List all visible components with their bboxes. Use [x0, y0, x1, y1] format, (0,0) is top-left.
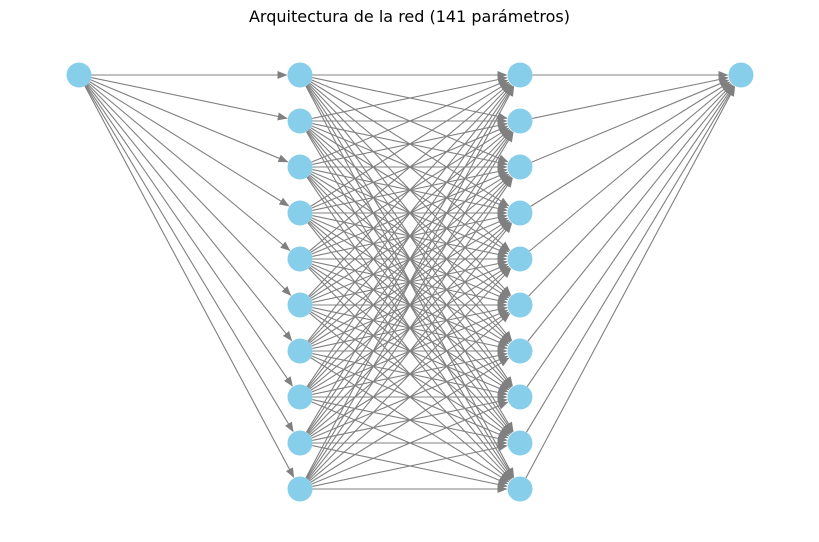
node-layer2-5: [507, 292, 533, 318]
edge-l1-9-to-l2-3: [307, 222, 513, 480]
edge-l2-6-to-l3-0: [527, 84, 734, 342]
node-layer2-9: [507, 476, 533, 502]
edge-l2-7-to-l3-0: [526, 85, 734, 388]
diagram-title: Arquitectura de la red (141 parámetros): [248, 7, 571, 26]
node-layer1-3: [287, 200, 313, 226]
edge-l2-4-to-l3-0: [529, 82, 732, 252]
node-layer2-0: [507, 62, 533, 88]
edge-l1-9-to-l2-5: [309, 313, 511, 482]
node-layer1-1: [287, 108, 313, 134]
node-layer2-2: [507, 154, 533, 180]
node-layer2-3: [507, 200, 533, 226]
edge-l1-8-to-l2-0: [305, 85, 514, 433]
edge-l0-0-to-l1-6: [86, 84, 293, 342]
node-layer1-0: [287, 62, 313, 88]
node-layer2-4: [507, 246, 533, 272]
edge-l1-7-to-l2-0: [306, 85, 513, 387]
node-layer3-0: [728, 62, 754, 88]
edge-l1-5-to-l2-0: [308, 84, 512, 297]
node-layer1-2: [287, 154, 313, 180]
edge-l2-9-to-l3-0: [525, 86, 736, 479]
nodes-group: [66, 62, 754, 502]
edge-l0-0-to-l1-8: [84, 85, 294, 433]
node-layer2-7: [507, 384, 533, 410]
edge-l0-0-to-l1-7: [85, 84, 293, 387]
edge-l1-9-to-l2-4: [308, 268, 512, 481]
edge-l0-0-to-l1-4: [88, 82, 291, 252]
node-layer1-6: [287, 338, 313, 364]
edge-l1-9-to-l2-8: [312, 443, 508, 487]
node-layer0-0: [66, 62, 92, 88]
edge-l1-6-to-l2-0: [307, 84, 513, 342]
node-layer2-1: [507, 108, 533, 134]
edge-l1-3-to-l2-0: [310, 81, 510, 207]
edges-group: [84, 71, 736, 493]
edge-l2-2-to-l3-0: [531, 79, 730, 163]
edge-l0-0-to-l1-9: [84, 85, 295, 478]
edge-l1-4-to-l2-0: [309, 83, 511, 252]
node-layer1-5: [287, 292, 313, 318]
edge-l0-0-to-l1-1: [91, 77, 288, 121]
edge-l2-8-to-l3-0: [525, 85, 735, 433]
node-layer2-6: [507, 338, 533, 364]
edge-l1-9-to-l2-0: [305, 86, 515, 479]
edge-l1-2-to-l2-0: [311, 79, 509, 163]
node-layer1-9: [287, 476, 313, 502]
edge-l1-9-to-l2-6: [310, 357, 510, 483]
edge-l1-1-to-l2-0: [312, 75, 508, 119]
node-layer1-8: [287, 430, 313, 456]
edge-l1-9-to-l2-2: [306, 177, 513, 479]
edge-l0-0-to-l1-5: [87, 83, 292, 296]
edge-l2-3-to-l3-0: [530, 81, 731, 207]
edge-l0-0-to-l1-2: [90, 79, 289, 163]
edge-l1-9-to-l2-1: [305, 131, 514, 479]
edge-l1-9-to-l2-7: [311, 401, 509, 485]
node-layer1-7: [287, 384, 313, 410]
edge-l2-5-to-l3-0: [528, 84, 733, 297]
edge-l0-0-to-l1-3: [89, 81, 290, 207]
edge-l2-1-to-l3-0: [532, 75, 729, 119]
node-layer2-8: [507, 430, 533, 456]
node-layer1-4: [287, 246, 313, 272]
